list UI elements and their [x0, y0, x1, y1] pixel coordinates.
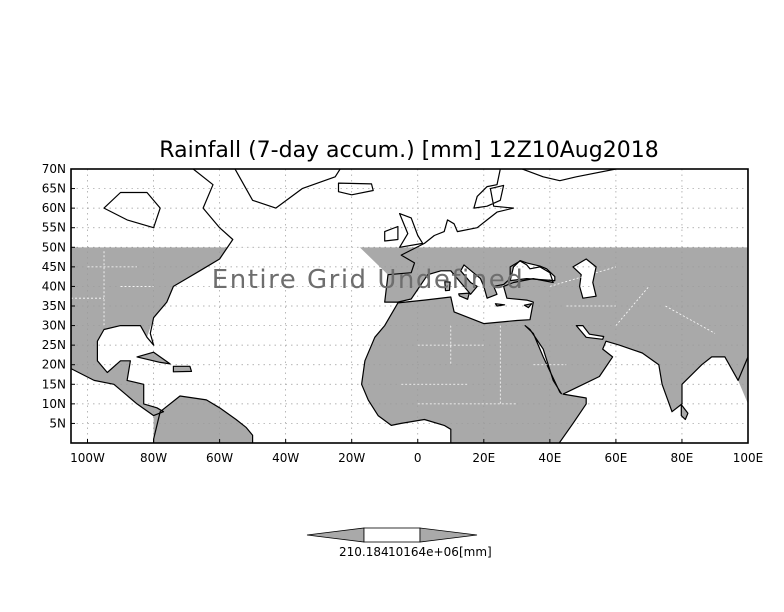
- sicily-coastline: [458, 292, 470, 300]
- madagascar-coastline: [563, 490, 584, 502]
- greenland-land: [235, 169, 341, 209]
- sicily-shaded: [458, 293, 470, 300]
- red-sea-coastline: [524, 325, 562, 395]
- latitude-tick-labels: 70N 65N 60N 55N 50N 45N 40N 35N 30N 25N 20N 15N 10N 5…: [42, 162, 75, 430]
- latitude-label: 10N: [42, 397, 66, 411]
- country-border: [615, 286, 650, 326]
- hudson-bay-coastline: [103, 191, 161, 229]
- longitude-tick-labels: 100W 80W 60W 40W 20W 0 20E 40E 60E 80E 100E: [70, 439, 763, 465]
- longitude-label: 40E: [538, 451, 561, 465]
- colorbar-swatch: [363, 527, 421, 543]
- madagascar-shaded: [563, 490, 584, 502]
- cyprus-coastline: [523, 303, 533, 309]
- north-america-coastline: [71, 169, 234, 417]
- latitude-label: 40N: [42, 279, 66, 293]
- map-plot-area: Entire Grid Undefined 70N 65N 60N 55N 50N 45N…: [42, 162, 764, 502]
- sardinia-shaded: [444, 281, 451, 291]
- north-atlantic-ocean-cutout: [97, 247, 451, 443]
- caspian-sea-water-cutout: [573, 259, 597, 299]
- longitude-label: 80W: [140, 451, 167, 465]
- undefined-grid-label: Entire Grid Undefined: [212, 265, 524, 295]
- longitude-label: 20E: [472, 451, 495, 465]
- great-britain-land: [399, 213, 423, 248]
- longitude-label: 100W: [70, 451, 105, 465]
- latitude-label: 30N: [42, 319, 66, 333]
- latitude-label: 35N: [42, 299, 66, 313]
- hudson-bay-water: [104, 192, 161, 228]
- south-america-coastline: [153, 395, 254, 443]
- great-britain-coastline: [399, 213, 424, 248]
- hispaniola-coastline: [172, 365, 193, 373]
- greenland-coastline: [234, 169, 341, 209]
- hispaniola-shaded: [173, 366, 192, 372]
- map-title: Rainfall (7-day accum.) [mm] 12Z10Aug201…: [159, 138, 658, 163]
- cuba-coastline: [136, 351, 171, 365]
- longitude-label: 60E: [604, 451, 627, 465]
- colorbar-low-arrow: [306, 527, 365, 543]
- longitude-label: 100E: [733, 451, 764, 465]
- sri-lanka-coastline: [680, 404, 689, 421]
- black-sea-water-cutout: [510, 260, 555, 281]
- latitude-label: 25N: [42, 338, 66, 352]
- ireland-land: [384, 226, 398, 241]
- latitude-label: 50N: [42, 240, 66, 254]
- longitude-label: 20W: [338, 451, 365, 465]
- latitude-label: 70N: [42, 162, 66, 176]
- longitude-label: 80E: [671, 451, 694, 465]
- latitude-label: 5N: [49, 416, 66, 430]
- caspian-sea-coastline: [572, 258, 597, 299]
- latitude-label: 15N: [42, 377, 66, 391]
- latitude-label: 60N: [42, 201, 66, 215]
- colorbar: 210.184 10164e+06 [mm]: [306, 527, 492, 559]
- sardinia-coastline: [444, 281, 451, 292]
- latitude-label: 65N: [42, 182, 66, 196]
- eurasia-africa-coastline: [361, 169, 748, 443]
- colorbar-high-arrow: [419, 527, 478, 543]
- colorbar-label-low: 210.184: [339, 545, 389, 559]
- latitude-label: 45N: [42, 260, 66, 274]
- ireland-coastline: [384, 225, 399, 242]
- latitude-label: 55N: [42, 221, 66, 235]
- coastlines: [71, 169, 748, 502]
- black-sea-coastline: [509, 260, 556, 282]
- latitude-label: 20N: [42, 358, 66, 372]
- country-border: [549, 266, 617, 287]
- colorbar-label-high: 10164e+06: [388, 545, 459, 559]
- iceland-coastline: [337, 182, 374, 196]
- madagascar-land: [563, 490, 584, 502]
- persian-gulf-coastline: [575, 325, 605, 340]
- country-border: [665, 305, 716, 334]
- longitude-label: 60W: [206, 451, 233, 465]
- longitude-label: 40W: [272, 451, 299, 465]
- colorbar-unit: [mm]: [459, 545, 492, 559]
- crete-coastline: [494, 303, 506, 307]
- longitude-label: 0: [414, 451, 422, 465]
- east-pacific-ocean-cutout: [71, 368, 154, 443]
